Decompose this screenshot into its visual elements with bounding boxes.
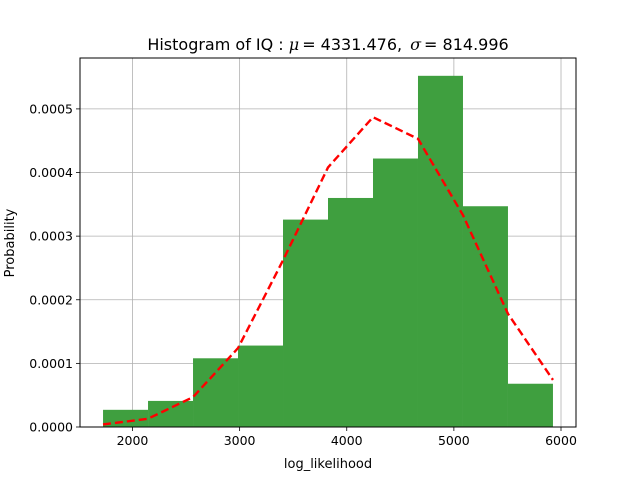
y-tick-label: 0.0001 <box>29 356 73 371</box>
y-tick-label: 0.0002 <box>29 292 73 307</box>
y-tick-label: 0.0000 <box>29 420 73 435</box>
title-mu-value: = 4331.476, <box>302 35 402 54</box>
title-sigma-symbol: σ <box>410 35 422 54</box>
y-tick-label: 0.0005 <box>29 101 73 116</box>
title-mu-symbol: μ <box>289 35 299 54</box>
histogram-bar <box>328 197 373 427</box>
histogram-bar <box>372 158 418 427</box>
bars-layer <box>103 75 553 428</box>
chart-title: Histogram of IQ : μ = 4331.476, σ = 814.996 <box>147 35 508 54</box>
y-tick-label: 0.0004 <box>29 165 73 180</box>
x-tick-label: 4000 <box>331 433 363 448</box>
normal-fit-line <box>102 115 554 426</box>
histogram-bar <box>462 206 508 427</box>
x-axis-label: log_likelihood <box>284 457 372 472</box>
histogram-bar <box>238 345 284 427</box>
ticks-layer: 2000 3000 4000 5000 6000 0.0000 0.0001 0.0002 0.… <box>29 101 577 448</box>
histogram-bar <box>283 219 328 427</box>
histogram-bar <box>103 409 149 427</box>
x-tick-label: 2000 <box>117 433 149 448</box>
histogram-bar <box>417 75 463 428</box>
fit-line-layer <box>102 115 554 426</box>
x-tick-label: 6000 <box>545 433 577 448</box>
histogram-bar <box>148 400 194 427</box>
histogram-bar <box>193 358 239 427</box>
histogram-bar <box>507 383 553 427</box>
title-sigma-value: = 814.996 <box>424 35 509 54</box>
y-axis-label: Probability <box>3 208 18 277</box>
x-tick-label: 3000 <box>224 433 256 448</box>
y-tick-label: 0.0003 <box>29 229 73 244</box>
x-tick-label: 5000 <box>438 433 470 448</box>
plot-frame <box>79 57 577 428</box>
title-prefix: Histogram of IQ : <box>147 35 288 54</box>
